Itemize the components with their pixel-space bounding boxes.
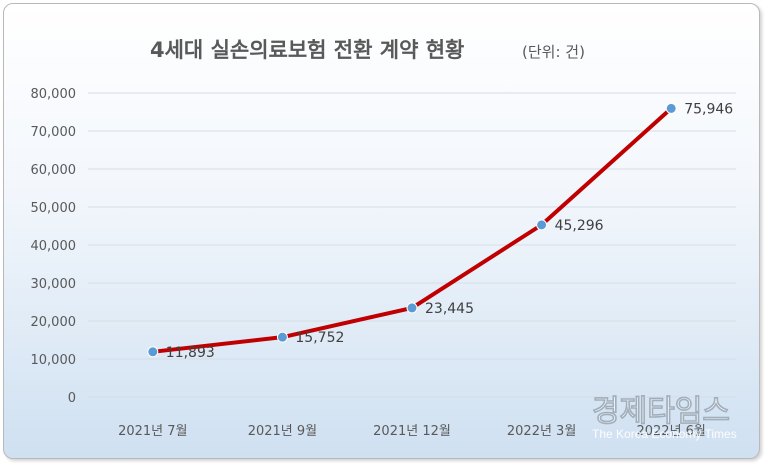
data-label: 45,296 [555,218,604,234]
y-tick-label: 70,000 [31,125,77,140]
y-tick-label: 10,000 [31,353,77,368]
x-axis-ticks: 2021년 7월 2021년 9월 2021년 12월 2022년 3월 2022년 6… [118,424,706,439]
x-tick-label: 2022년 3월 [507,424,576,439]
watermark-subtitle: The Korea Economy Times [592,427,737,441]
data-labels: 11,893 15,752 23,445 45,296 75,946 [166,101,733,360]
data-point [147,346,159,358]
y-tick-label: 80,000 [31,87,77,102]
y-tick-label: 30,000 [31,277,77,292]
data-label: 11,893 [166,345,215,361]
y-tick-label: 60,000 [31,163,77,178]
y-tick-label: 0 [68,391,76,406]
data-point [536,219,548,231]
x-tick-label: 2022년 6월 [636,424,705,439]
data-label: 75,946 [684,101,733,117]
data-label: 15,752 [295,330,344,346]
watermark: 경제타임스 The Korea Economy Times [592,394,737,441]
data-label: 23,445 [425,301,474,317]
y-tick-label: 40,000 [31,239,77,254]
y-tick-label: 20,000 [31,315,77,330]
y-tick-label: 50,000 [31,201,77,216]
watermark-logo: 경제타임스 [592,394,730,429]
data-point [406,302,418,314]
x-tick-label: 2021년 9월 [248,424,317,439]
x-tick-label: 2021년 12월 [373,424,451,439]
y-axis-ticks: 0 10,000 20,000 30,000 40,000 50,000 60,000 70,… [31,87,77,406]
data-point [276,331,288,343]
data-points [147,102,677,358]
data-point [665,102,677,114]
gridlines [88,92,736,398]
x-tick-label: 2021년 7월 [118,424,187,439]
chart-title: 4세대 실손의료보험 전환 계약 현황 [150,38,464,62]
chart-frame: 4세대 실손의료보험 전환 계약 현황 (단위: 건) 0 10,000 20,00… [3,3,760,459]
line-chart: 4세대 실손의료보험 전환 계약 현황 (단위: 건) 0 10,000 20,00… [31,38,737,441]
chart-unit-label: (단위: 건) [522,43,585,61]
